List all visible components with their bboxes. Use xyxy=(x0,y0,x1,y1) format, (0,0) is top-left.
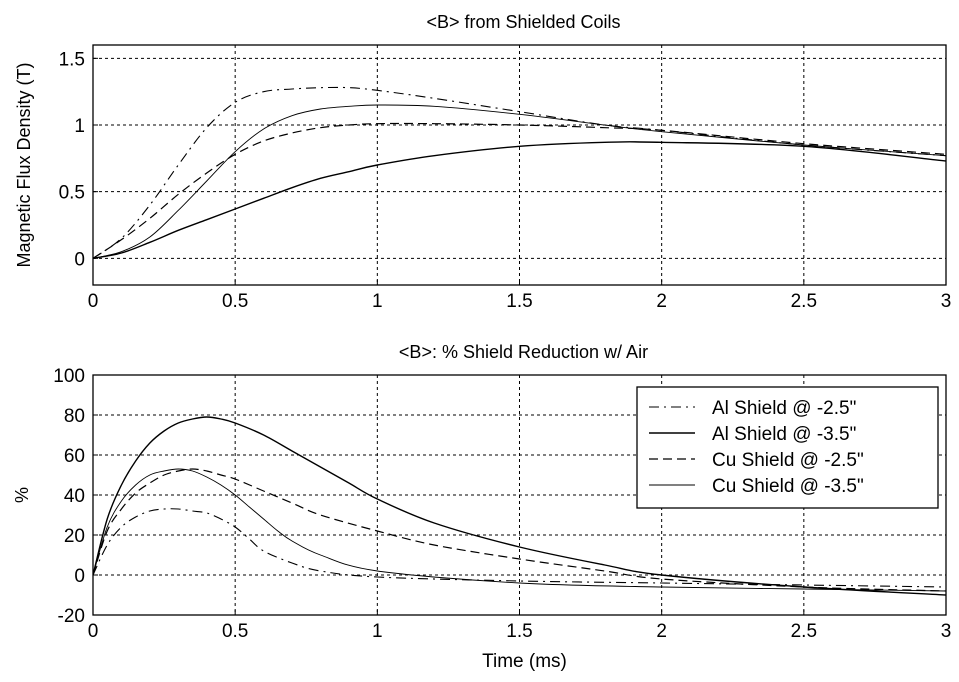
x-tick-label: 1 xyxy=(372,621,383,642)
legend-label-2: Al Shield @ -3.5" xyxy=(712,424,856,445)
x-tick-label: 3 xyxy=(941,291,952,312)
x-tick-label: 1.5 xyxy=(506,291,532,312)
chart-title: <B> from Shielded Coils xyxy=(426,12,620,32)
y-tick-label: -20 xyxy=(58,606,85,627)
x-tick-label: 2.5 xyxy=(791,621,817,642)
y-tick-label: 1 xyxy=(74,116,85,137)
y-axis-label: Magnetic Flux Density (T) xyxy=(14,62,34,267)
y-tick-label: 60 xyxy=(64,446,85,467)
x-tick-label: 0 xyxy=(88,291,99,312)
axes-frame xyxy=(92,374,947,616)
legend-label-1: Al Shield @ -2.5" xyxy=(712,398,856,419)
y-tick-label: 40 xyxy=(64,486,85,507)
chart-title: <B>: % Shield Reduction w/ Air xyxy=(399,342,648,362)
legend-label-3: Cu Shield @ -2.5" xyxy=(712,450,864,471)
series-line-1 xyxy=(93,508,946,588)
x-tick-label: 0.5 xyxy=(222,291,248,312)
x-tick-label: 3 xyxy=(941,621,952,642)
x-tick-label: 2 xyxy=(656,621,667,642)
series-line-3 xyxy=(93,468,946,592)
y-tick-label: 80 xyxy=(64,406,85,427)
series-line-3 xyxy=(93,122,946,259)
x-tick-label: 0 xyxy=(88,621,99,642)
axes-frame xyxy=(92,44,947,286)
series-line-2 xyxy=(93,416,946,596)
y-tick-label: 0 xyxy=(74,566,85,587)
x-tick-label: 0.5 xyxy=(222,621,248,642)
y-tick-label: 0 xyxy=(74,249,85,270)
y-tick-label: 20 xyxy=(64,526,85,547)
x-tick-label: 2 xyxy=(656,291,667,312)
y-axis-label: % xyxy=(12,487,32,503)
x-tick-label: 1 xyxy=(372,291,383,312)
series-line-4 xyxy=(93,141,946,260)
x-axis-label: Time (ms) xyxy=(482,651,567,672)
series-line-4 xyxy=(93,468,946,592)
y-tick-label: 100 xyxy=(53,366,85,387)
y-tick-label: 0.5 xyxy=(59,183,85,204)
x-tick-label: 2.5 xyxy=(791,291,817,312)
legend: Al Shield @ -2.5" Al Shield @ -3.5" Cu Shi… xyxy=(636,386,939,509)
chart-1: 0 0.5 1 1.5 2 2.5 3 0 0.5 1 1.5 <B> from Shielded C… xyxy=(14,12,951,312)
y-tick-label: 1.5 xyxy=(59,49,85,70)
series-line-2 xyxy=(93,104,946,259)
x-tick-label: 1.5 xyxy=(506,621,532,642)
legend-label-4: Cu Shield @ -3.5" xyxy=(712,476,864,497)
